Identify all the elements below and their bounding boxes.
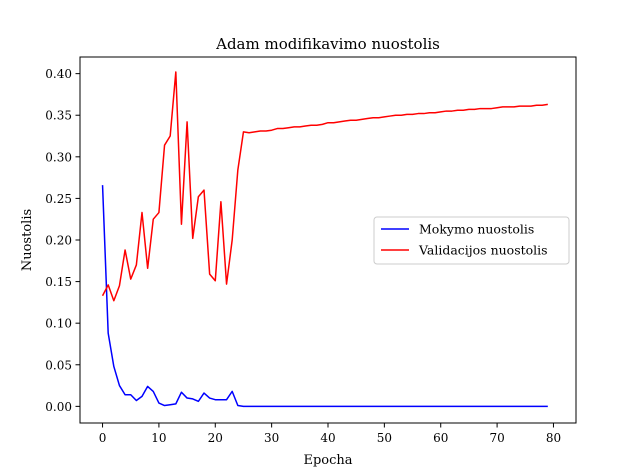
x-tick-label: 10 xyxy=(151,431,166,445)
y-tick-label: 0.05 xyxy=(45,358,72,372)
legend-label-training: Mokymo nuostolis xyxy=(419,222,534,237)
y-tick-label: 0.25 xyxy=(45,192,72,206)
y-tick-label: 0.00 xyxy=(45,400,72,414)
x-axis-label: Epocha xyxy=(303,453,352,468)
y-tick-label: 0.40 xyxy=(45,67,72,81)
chart-title: Adam modifikavimo nuostolis xyxy=(215,35,440,53)
x-tick-label: 0 xyxy=(99,431,107,445)
x-tick-label: 70 xyxy=(489,431,504,445)
x-tick-label: 40 xyxy=(320,431,335,445)
legend: Mokymo nuostolis Validacijos nuostolis xyxy=(373,216,570,265)
x-tick-label: 20 xyxy=(208,431,223,445)
y-tick-label: 0.20 xyxy=(45,234,72,248)
x-tick-label: 30 xyxy=(264,431,279,445)
validation-loss-line xyxy=(101,71,548,302)
x-axis-ticks: 0 10 20 30 40 50 60 70 80 xyxy=(99,423,561,445)
training-loss-line xyxy=(101,185,548,408)
y-tick-label: 0.10 xyxy=(45,317,72,331)
y-axis-label: Nuostolis xyxy=(20,209,35,271)
x-tick-label: 60 xyxy=(433,431,448,445)
y-tick-label: 0.35 xyxy=(45,109,72,123)
x-tick-label: 80 xyxy=(546,431,561,445)
y-axis-ticks: 0.00 0.05 0.10 0.15 0.20 0.25 0.30 0.35 0.40 xyxy=(45,67,80,414)
y-tick-label: 0.30 xyxy=(45,150,72,164)
legend-box xyxy=(373,216,570,265)
x-tick-label: 50 xyxy=(377,431,392,445)
legend-label-validation: Validacijos nuostolis xyxy=(418,243,548,258)
y-tick-label: 0.15 xyxy=(45,275,72,289)
series-layer xyxy=(101,71,548,408)
